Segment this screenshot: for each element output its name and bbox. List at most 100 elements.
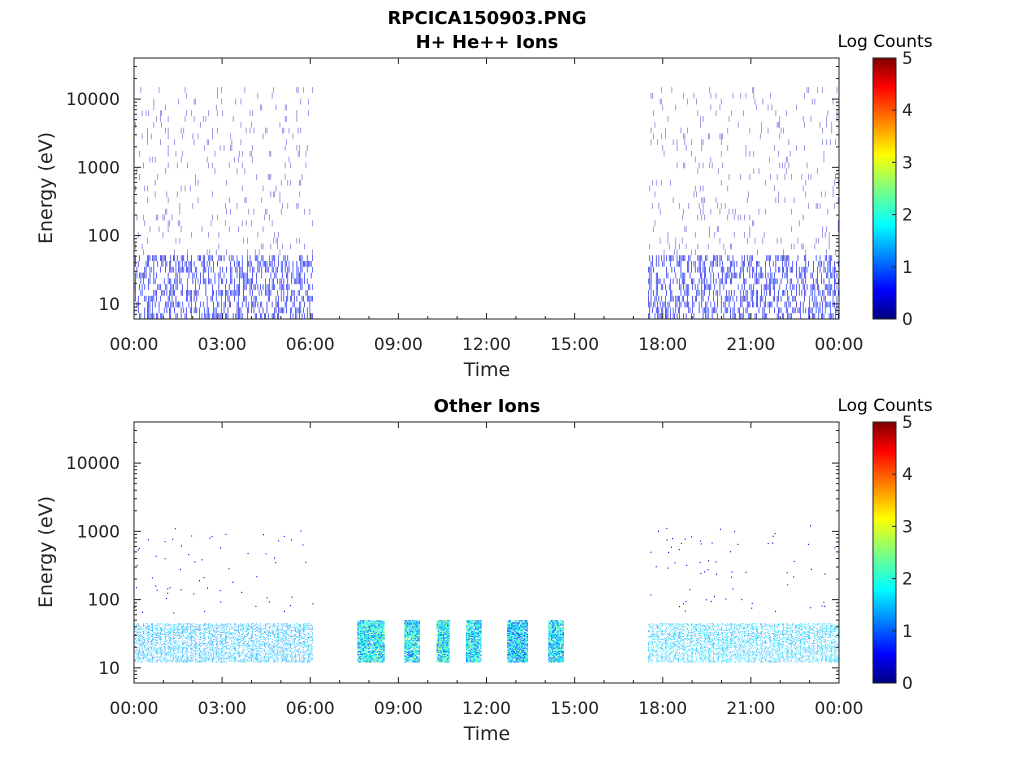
colorbar-tick-label: 5 (902, 49, 913, 69)
spectrogram-cell (175, 272, 177, 279)
spectrogram-cell (217, 631, 218, 633)
spectrogram-cell (214, 632, 216, 634)
spectrogram-cell (778, 307, 779, 314)
spectrogram-cell (667, 232, 669, 238)
spectrogram-cell (156, 635, 157, 636)
spectrogram-cell (275, 652, 277, 654)
spectrogram-cell (286, 631, 287, 633)
spectrogram-cell (688, 261, 690, 267)
spectrogram-cell (728, 208, 730, 215)
spectrogram-cell (222, 650, 224, 652)
spectrogram-cell (176, 629, 178, 631)
spectrogram-cell (197, 648, 199, 650)
spectrogram-cell (720, 255, 722, 261)
spectrogram-cell (152, 156, 153, 163)
spectrogram-cell (266, 661, 268, 663)
spectrogram-cell (162, 648, 164, 650)
spectrogram-cell (180, 307, 182, 314)
spectrogram-cell (145, 646, 147, 648)
spectrogram-cell (136, 658, 138, 660)
spectrogram-cell (257, 658, 259, 660)
spectrogram-cell (247, 660, 248, 662)
spectrogram-cell (727, 255, 729, 261)
spectrogram-cell (805, 290, 807, 296)
spectrogram-cell (227, 657, 229, 659)
spectrogram-cell (305, 634, 307, 635)
spectrogram-cell (304, 661, 305, 663)
spectrogram-cell (150, 650, 152, 652)
spectrogram-cell (141, 651, 143, 653)
spectrogram-cell (301, 174, 303, 180)
spectrogram-cell (731, 290, 732, 296)
spectrogram-cell (217, 110, 218, 117)
spectrogram-cell (310, 646, 312, 648)
spectrogram-cell (200, 660, 201, 662)
spectrogram-cell (143, 628, 144, 630)
spectrogram-cell (195, 659, 196, 661)
spectrogram-cell (209, 644, 211, 646)
spectrogram-cell (779, 284, 781, 290)
spectrogram-cell (306, 629, 308, 631)
spectrogram-cell (666, 255, 667, 261)
spectrogram-cell (163, 646, 165, 648)
spectrogram-cell (178, 624, 179, 626)
spectrogram-cell (834, 179, 835, 186)
spectrogram-cell (672, 255, 674, 261)
spectrogram-cell (252, 278, 253, 285)
spectrogram-cell (235, 630, 237, 632)
spectrogram-cell (210, 255, 212, 261)
spectrogram-cell (219, 657, 221, 659)
spectrogram-cell (310, 295, 312, 302)
spectrogram-cell (693, 191, 695, 198)
spectrogram-cell (205, 638, 207, 640)
spectrogram-cell (303, 643, 304, 645)
spectrogram-cell (201, 629, 203, 631)
spectrogram-cell (239, 644, 240, 646)
spectrogram-cell (814, 243, 816, 250)
spectrogram-cell (136, 657, 138, 659)
spectrogram-cell (184, 632, 186, 634)
spectrogram-cell (715, 255, 717, 261)
spectrogram-cell (278, 295, 279, 302)
spectrogram-cell (301, 624, 303, 626)
spectrogram-cell (806, 87, 808, 93)
spectrogram-cell (771, 301, 773, 308)
spectrogram-cell (288, 284, 290, 290)
spectrogram-cell (217, 661, 218, 663)
spectrogram-cell (179, 261, 181, 267)
spectrogram-cell (741, 261, 743, 267)
spectrogram-cell (202, 261, 204, 267)
spectrogram-cell (141, 643, 143, 645)
spectrogram-cell (267, 284, 269, 290)
spectrogram-cell (165, 636, 166, 637)
spectrogram-cell (215, 651, 217, 653)
spectrogram-cell (672, 307, 674, 314)
spectrogram-cell (161, 661, 162, 663)
spectrogram-cell (813, 261, 814, 267)
spectrogram-cell (732, 272, 734, 279)
spectrogram-cell (239, 654, 240, 656)
spectrogram-cell (149, 626, 151, 628)
spectrogram-cell (753, 220, 755, 227)
spectrogram-cell (223, 661, 225, 663)
spectrogram-cell (308, 660, 309, 662)
spectrogram-cell (704, 284, 705, 290)
spectrogram-cell (212, 313, 213, 319)
spectrogram-cell (193, 261, 195, 267)
spectrogram-cell (299, 644, 300, 646)
spectrogram-cell (221, 642, 222, 644)
spectrogram-cell (186, 295, 187, 302)
spectrogram-cell (178, 633, 179, 635)
spectrogram-cell (808, 87, 809, 93)
spectrogram-cell (197, 656, 199, 658)
spectrogram-cell (199, 307, 200, 314)
spectrogram-cell (258, 628, 260, 630)
spectrogram-cell (831, 313, 833, 319)
spectrogram-cell (254, 284, 256, 290)
spectrogram-cell (212, 661, 213, 663)
spectrogram-cell (152, 629, 153, 631)
spectrogram-cell (282, 266, 283, 273)
spectrogram-cell (779, 116, 781, 122)
spectrogram-cell (219, 632, 221, 634)
spectrogram-cell (286, 632, 287, 634)
